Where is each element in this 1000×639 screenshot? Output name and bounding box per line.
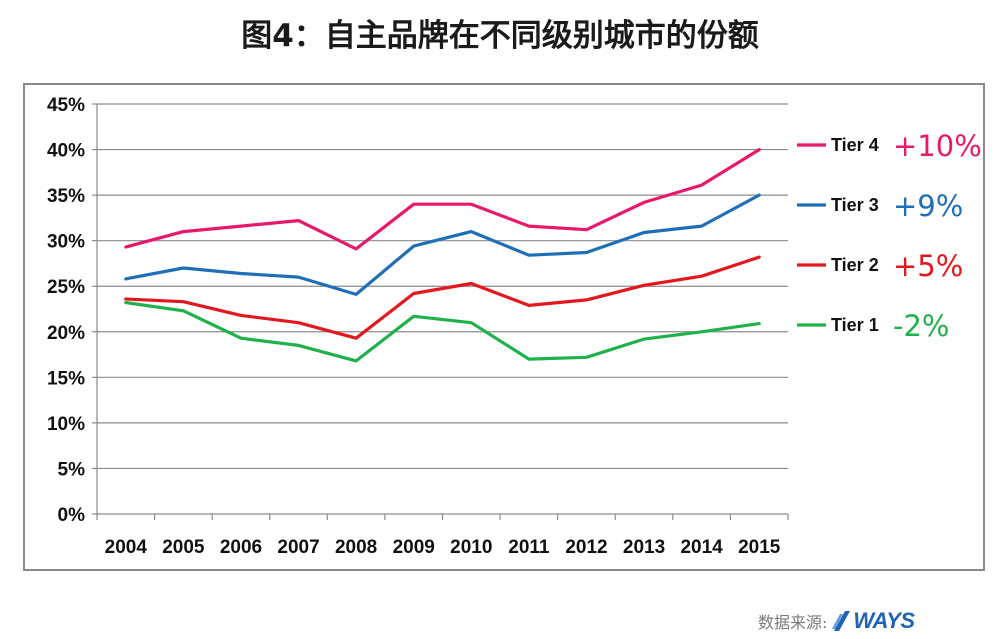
y-tick-label: 40% <box>47 141 85 162</box>
series-line-tier-2 <box>124 255 761 340</box>
x-tick-label: 2006 <box>220 537 262 558</box>
x-tick-label: 2012 <box>565 537 607 558</box>
axis-layer: 0% 5% 10% 15% 20% 25% 30% 35% 40% 45% 2004 2005 2006… <box>47 95 789 558</box>
legend-change-label: +5% <box>893 249 963 283</box>
y-tick-label: 30% <box>47 232 85 253</box>
legend-change-label: -2% <box>893 309 949 343</box>
chart-title: 图4：自主品牌在不同级别城市的份额 <box>241 18 759 54</box>
series-layer <box>124 148 761 363</box>
chart-frame <box>23 83 985 571</box>
legend-change-label: +10% <box>893 129 982 163</box>
y-tick-label: 10% <box>47 414 85 435</box>
legend-label: Tier 4 <box>831 135 879 155</box>
ways-swoosh-icon <box>832 611 851 631</box>
x-tick-label: 2008 <box>335 537 377 558</box>
legend-entry: Tier 2 +5% <box>797 249 963 283</box>
x-tick-label: 2011 <box>508 537 550 558</box>
x-tick-label: 2014 <box>680 537 723 558</box>
legend-entry: Tier 4 +10% <box>797 129 982 163</box>
y-tick-label: 5% <box>58 459 86 480</box>
y-tick-label: 25% <box>47 277 85 298</box>
legend-label: Tier 2 <box>831 255 879 275</box>
series-line-tier-1 <box>124 301 761 363</box>
source-label: 数据来源: <box>758 613 828 632</box>
grid-layer <box>97 103 788 470</box>
data-source: 数据来源: WAYS <box>758 606 915 636</box>
legend-label: Tier 1 <box>831 315 879 335</box>
y-tick-label: 35% <box>47 186 85 207</box>
legend: Tier 4 +10% Tier 3 +9% Tier 2 +5% Tier 1 -2% <box>797 129 982 343</box>
legend-entry: Tier 1 -2% <box>797 309 949 343</box>
x-tick-label: 2013 <box>623 537 665 558</box>
y-tick-label: 15% <box>47 368 85 389</box>
x-tick-label: 2009 <box>393 537 435 558</box>
legend-label: Tier 3 <box>831 195 879 215</box>
series-line-tier-4 <box>124 148 761 251</box>
x-tick-label: 2004 <box>105 537 148 558</box>
legend-entry: Tier 3 +9% <box>797 189 963 223</box>
ways-logo-text: WAYS <box>853 608 915 633</box>
legend-change-label: +9% <box>893 189 963 223</box>
x-tick-label: 2005 <box>162 537 205 558</box>
x-tick-label: 2015 <box>738 537 781 558</box>
y-tick-label: 0% <box>58 505 86 526</box>
x-tick-label: 2007 <box>277 537 319 558</box>
y-tick-label: 45% <box>47 95 85 116</box>
y-tick-label: 20% <box>47 323 85 344</box>
x-tick-label: 2010 <box>450 537 492 558</box>
series-line-tier-3 <box>124 193 761 296</box>
ways-logo: WAYS <box>831 608 915 634</box>
